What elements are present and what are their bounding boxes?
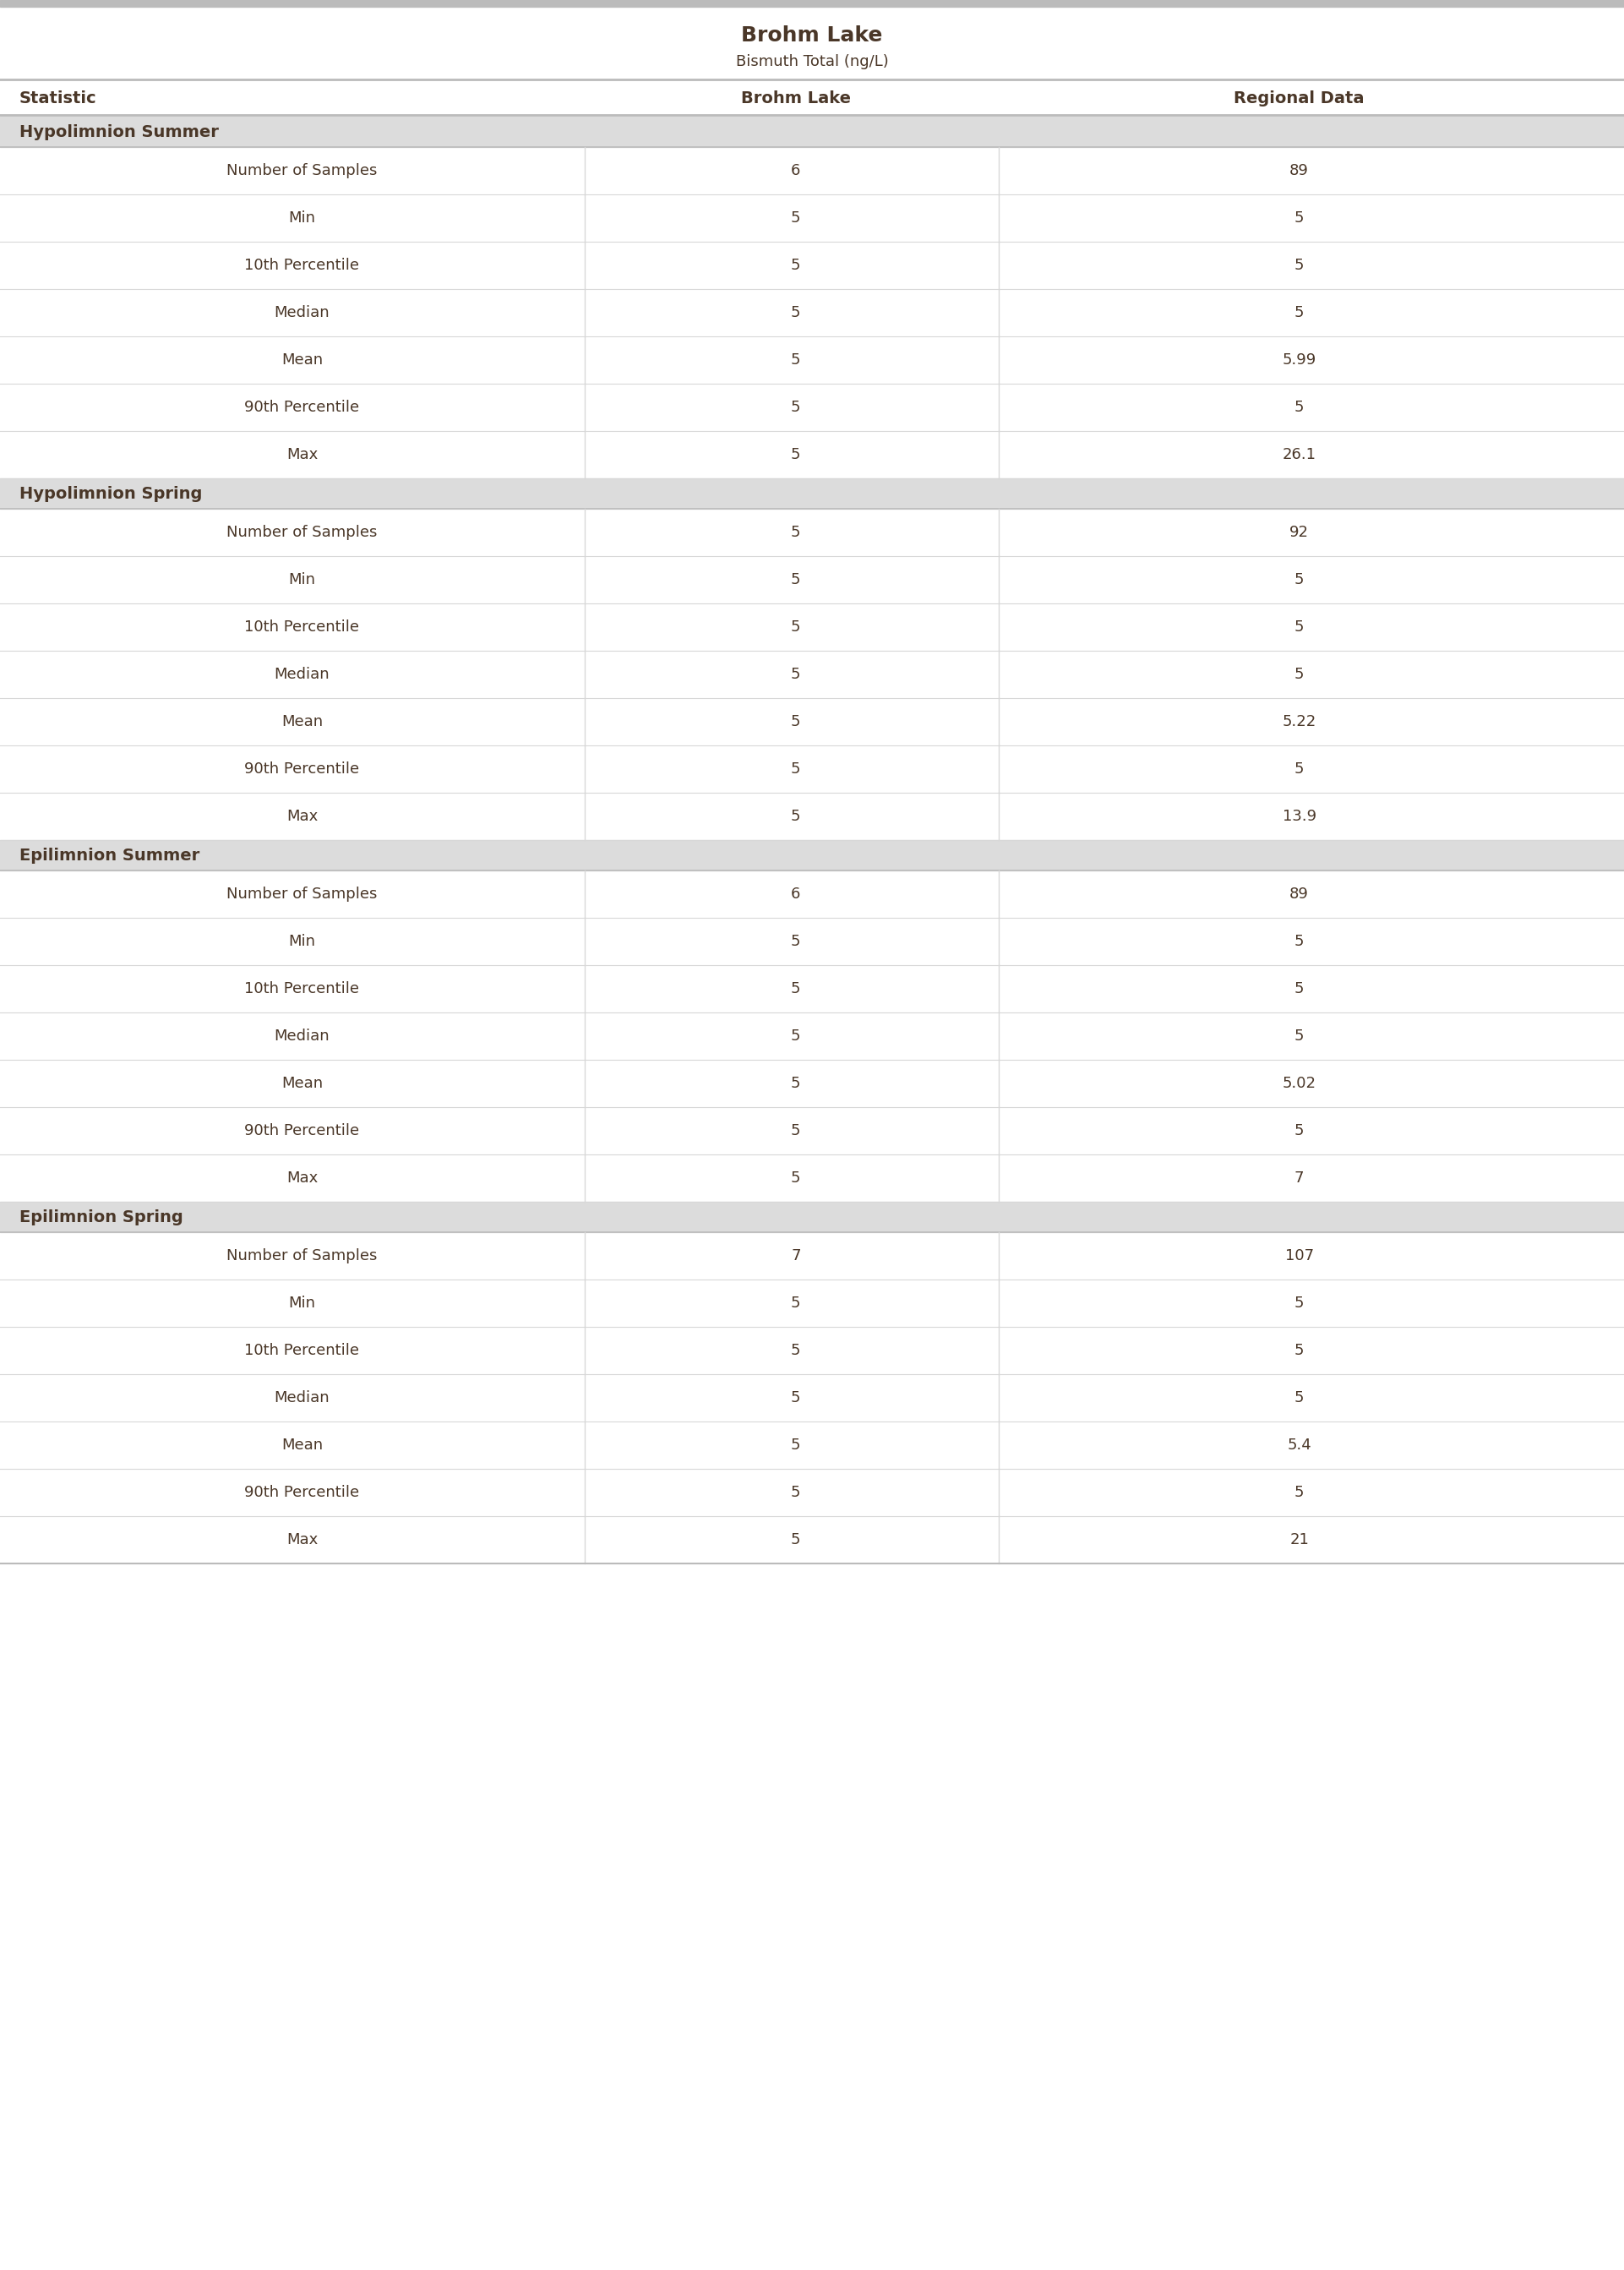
Text: 5: 5 — [791, 1437, 801, 1453]
Text: 10th Percentile: 10th Percentile — [245, 1344, 359, 1357]
Text: 89: 89 — [1289, 163, 1309, 179]
Text: 21: 21 — [1289, 1532, 1309, 1548]
Text: 5: 5 — [791, 524, 801, 540]
Text: 5: 5 — [791, 620, 801, 636]
Text: 10th Percentile: 10th Percentile — [245, 620, 359, 636]
Text: 5: 5 — [1294, 304, 1304, 320]
Text: Brohm Lake: Brohm Lake — [741, 91, 851, 107]
Text: Max: Max — [286, 1171, 318, 1185]
Text: 5: 5 — [791, 760, 801, 776]
Text: 5: 5 — [791, 808, 801, 824]
Text: 5: 5 — [1294, 933, 1304, 949]
Text: 90th Percentile: 90th Percentile — [245, 760, 359, 776]
Text: Hypolimnion Summer: Hypolimnion Summer — [19, 125, 219, 141]
Text: Statistic: Statistic — [19, 91, 97, 107]
Text: 90th Percentile: 90th Percentile — [245, 400, 359, 415]
Bar — [0, 0, 1624, 7]
Text: Median: Median — [274, 667, 330, 681]
Text: 5: 5 — [791, 1028, 801, 1044]
Text: 5: 5 — [791, 1076, 801, 1092]
Text: 5: 5 — [791, 1485, 801, 1500]
Text: 5: 5 — [1294, 760, 1304, 776]
Text: Number of Samples: Number of Samples — [227, 524, 377, 540]
Text: Median: Median — [274, 1389, 330, 1405]
Text: 5: 5 — [791, 211, 801, 225]
Text: Hypolimnion Spring: Hypolimnion Spring — [19, 486, 203, 502]
Text: Bismuth Total (ng/L): Bismuth Total (ng/L) — [736, 54, 888, 70]
Text: 5: 5 — [791, 1344, 801, 1357]
Text: 5: 5 — [791, 933, 801, 949]
Text: Mean: Mean — [281, 715, 323, 729]
Text: Epilimnion Summer: Epilimnion Summer — [19, 847, 200, 863]
Text: 5.22: 5.22 — [1283, 715, 1315, 729]
Text: 5: 5 — [1294, 1028, 1304, 1044]
Text: 90th Percentile: 90th Percentile — [245, 1124, 359, 1137]
Text: 5: 5 — [791, 667, 801, 681]
Text: 89: 89 — [1289, 888, 1309, 901]
Text: Number of Samples: Number of Samples — [227, 888, 377, 901]
Text: Min: Min — [289, 572, 315, 588]
Text: 6: 6 — [791, 163, 801, 179]
Text: 5: 5 — [1294, 572, 1304, 588]
Text: 5: 5 — [1294, 981, 1304, 997]
Text: 5: 5 — [1294, 211, 1304, 225]
Text: Number of Samples: Number of Samples — [227, 163, 377, 179]
Text: 5: 5 — [1294, 1485, 1304, 1500]
Text: 5: 5 — [791, 1532, 801, 1548]
Text: 5: 5 — [791, 1296, 801, 1310]
Text: 5: 5 — [791, 304, 801, 320]
Text: Max: Max — [286, 808, 318, 824]
Text: Median: Median — [274, 1028, 330, 1044]
Text: 5.99: 5.99 — [1283, 352, 1315, 368]
Text: 13.9: 13.9 — [1283, 808, 1315, 824]
Text: 90th Percentile: 90th Percentile — [245, 1485, 359, 1500]
Text: 5: 5 — [1294, 259, 1304, 272]
Text: 5: 5 — [791, 981, 801, 997]
Text: 5: 5 — [791, 447, 801, 463]
Text: Max: Max — [286, 447, 318, 463]
Text: 5.02: 5.02 — [1283, 1076, 1315, 1092]
Bar — [0, 116, 1624, 148]
Text: Regional Data: Regional Data — [1234, 91, 1364, 107]
Bar — [0, 1201, 1624, 1233]
Text: Mean: Mean — [281, 1076, 323, 1092]
Text: 26.1: 26.1 — [1283, 447, 1315, 463]
Text: 5: 5 — [791, 1124, 801, 1137]
Text: Mean: Mean — [281, 1437, 323, 1453]
Text: Min: Min — [289, 211, 315, 225]
Text: Min: Min — [289, 933, 315, 949]
Text: 5: 5 — [791, 1389, 801, 1405]
Text: 5: 5 — [791, 400, 801, 415]
Text: 5: 5 — [1294, 1344, 1304, 1357]
Text: 5: 5 — [791, 352, 801, 368]
Text: 5: 5 — [1294, 667, 1304, 681]
Text: 5: 5 — [791, 259, 801, 272]
Text: Max: Max — [286, 1532, 318, 1548]
Text: 7: 7 — [1294, 1171, 1304, 1185]
Text: 5: 5 — [791, 1171, 801, 1185]
Text: 92: 92 — [1289, 524, 1309, 540]
Text: Median: Median — [274, 304, 330, 320]
Text: Brohm Lake: Brohm Lake — [741, 25, 883, 45]
Text: Number of Samples: Number of Samples — [227, 1249, 377, 1264]
Text: 5: 5 — [1294, 620, 1304, 636]
Text: 5: 5 — [791, 572, 801, 588]
Text: Mean: Mean — [281, 352, 323, 368]
Bar — [0, 479, 1624, 508]
Text: 5: 5 — [791, 715, 801, 729]
Text: 5.4: 5.4 — [1288, 1437, 1311, 1453]
Text: 5: 5 — [1294, 1124, 1304, 1137]
Bar — [0, 840, 1624, 869]
Text: Min: Min — [289, 1296, 315, 1310]
Text: Epilimnion Spring: Epilimnion Spring — [19, 1210, 184, 1226]
Text: 107: 107 — [1285, 1249, 1314, 1264]
Text: 5: 5 — [1294, 1296, 1304, 1310]
Text: 10th Percentile: 10th Percentile — [245, 259, 359, 272]
Text: 5: 5 — [1294, 400, 1304, 415]
Text: 5: 5 — [1294, 1389, 1304, 1405]
Text: 7: 7 — [791, 1249, 801, 1264]
Text: 6: 6 — [791, 888, 801, 901]
Text: 10th Percentile: 10th Percentile — [245, 981, 359, 997]
